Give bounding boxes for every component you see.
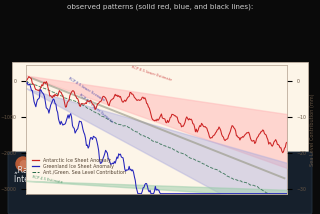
Text: Özden Terli: Özden Terli <box>33 156 87 165</box>
Text: RCP 4.5 Estimate: RCP 4.5 Estimate <box>31 175 62 184</box>
Text: RCP 8.5 lower Scenario: RCP 8.5 lower Scenario <box>68 77 106 102</box>
Text: Intergovernmental Panel on Climate Change“: Intergovernmental Panel on Climate Chang… <box>14 175 188 184</box>
Bar <box>12 62 308 206</box>
Text: „Rate of loss now in line with worst-case scenarios of the: „Rate of loss now in line with worst-cas… <box>14 166 233 175</box>
Y-axis label: Sea Level Contribution (mm): Sea Level Contribution (mm) <box>309 93 315 166</box>
Text: RCP 8.5 Upper Scenario: RCP 8.5 Upper Scenario <box>78 93 114 124</box>
Text: observed patterns (solid red, blue, and black lines):: observed patterns (solid red, blue, and … <box>67 3 253 9</box>
FancyBboxPatch shape <box>8 152 312 214</box>
Text: @TerliWetter · 25 Jul: @TerliWetter · 25 Jul <box>90 157 161 163</box>
Circle shape <box>16 157 30 171</box>
Text: ✓: ✓ <box>81 155 87 164</box>
Text: RCP 8.5 lower Estimate: RCP 8.5 lower Estimate <box>131 65 172 82</box>
Legend: Antarctic Ice Sheet Anomaly, Greenland Ice Sheet Anomaly, Ant./Green. Sea Level : Antarctic Ice Sheet Anomaly, Greenland I… <box>31 157 127 176</box>
Text: ●: ● <box>18 159 28 169</box>
